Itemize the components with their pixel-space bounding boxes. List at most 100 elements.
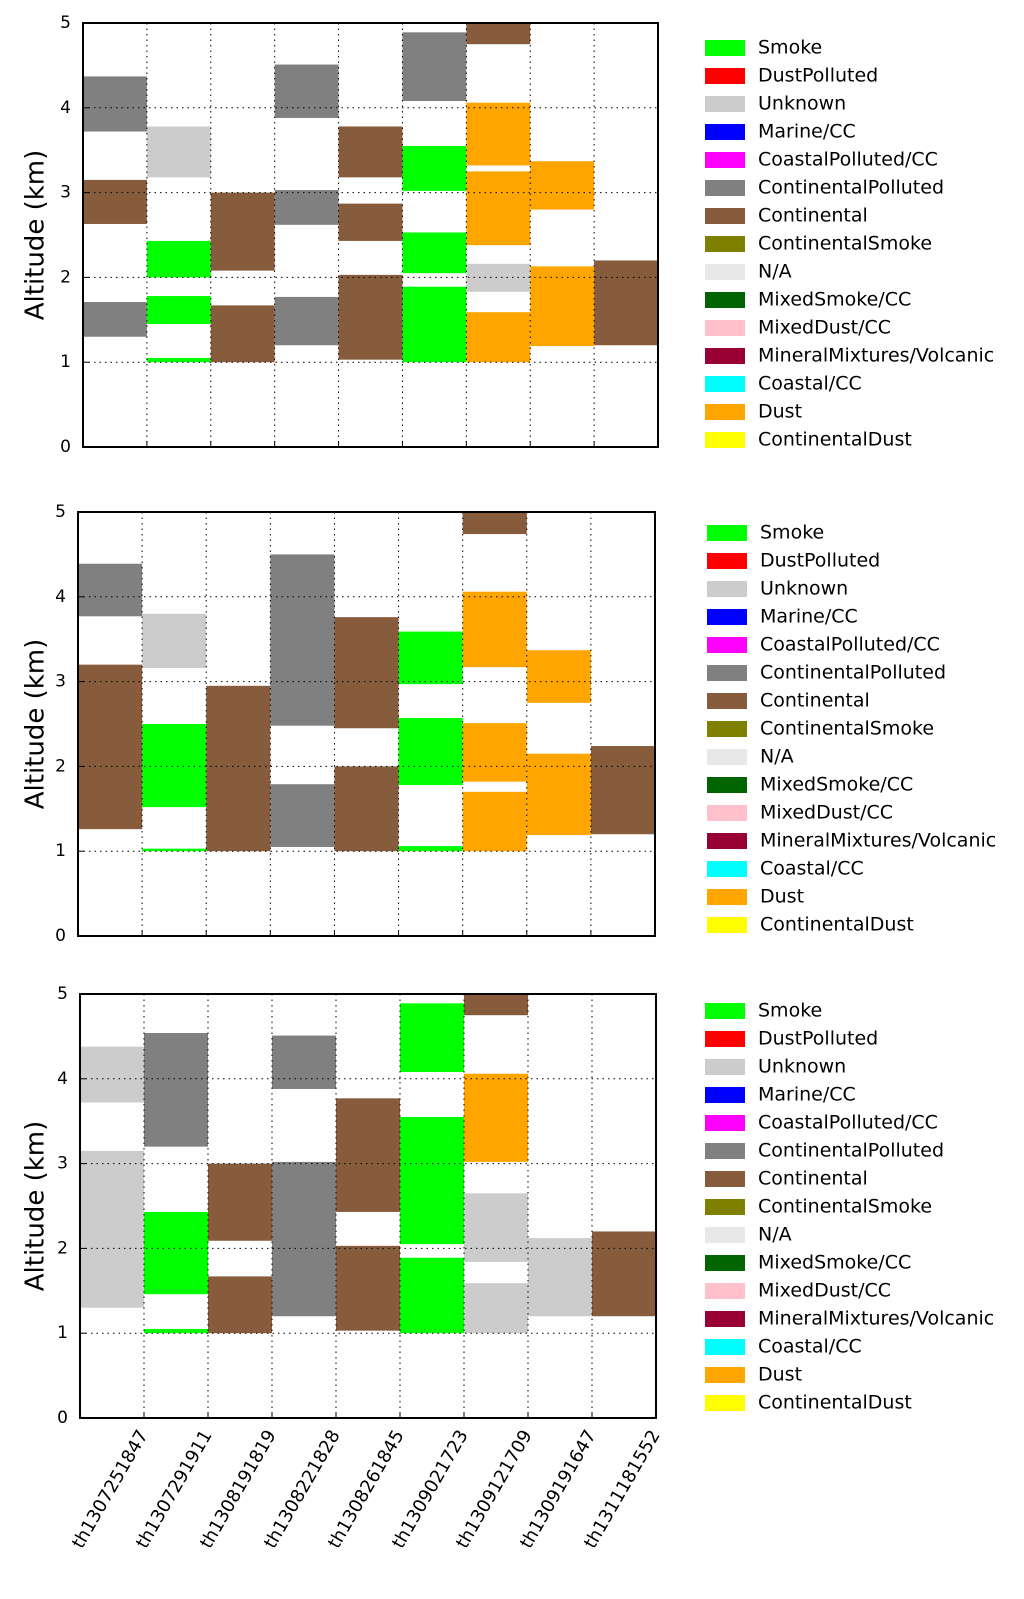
legend-swatch bbox=[707, 917, 747, 933]
layer-bar bbox=[400, 1003, 464, 1073]
layer-bar bbox=[146, 357, 211, 363]
y-tick-label: 0 bbox=[60, 437, 71, 457]
legend-label: ContinentalPolluted bbox=[758, 177, 944, 199]
legend-label: DustPolluted bbox=[758, 65, 878, 87]
legend-swatch bbox=[705, 40, 745, 56]
legend-swatch bbox=[707, 861, 747, 877]
legend-label: MixedDust/CC bbox=[760, 802, 893, 824]
layer-bar bbox=[146, 240, 211, 278]
legend-label: Dust bbox=[758, 1364, 802, 1386]
layer-bar bbox=[590, 746, 655, 835]
legend-swatch bbox=[705, 1395, 745, 1411]
legend-label: ContinentalDust bbox=[758, 429, 912, 451]
legend-label: Smoke bbox=[758, 1000, 822, 1022]
legend-swatch bbox=[705, 348, 745, 364]
legend-swatch bbox=[705, 376, 745, 392]
legend-swatch bbox=[705, 1003, 745, 1019]
legend-label: MixedSmoke/CC bbox=[760, 774, 913, 796]
layer-bar bbox=[466, 102, 531, 166]
y-tick-label: 2 bbox=[55, 756, 66, 776]
legend-swatch bbox=[705, 1199, 745, 1215]
legend-label: Dust bbox=[758, 401, 802, 423]
layer-bar bbox=[206, 685, 271, 852]
y-tick-label: 5 bbox=[57, 984, 68, 1004]
y-tick-label: 3 bbox=[55, 672, 66, 692]
legend-label: DustPolluted bbox=[760, 550, 880, 572]
legend-swatch bbox=[705, 1339, 745, 1355]
layer-bar bbox=[146, 296, 211, 325]
legend-swatch bbox=[705, 1087, 745, 1103]
layer-bar bbox=[526, 753, 591, 836]
layer-bar bbox=[272, 1035, 336, 1089]
y-tick-label: 2 bbox=[57, 1238, 68, 1258]
legend-swatch bbox=[705, 68, 745, 84]
layer-bar bbox=[402, 32, 467, 102]
legend-label: N/A bbox=[758, 1224, 792, 1246]
legend-label: MineralMixtures/Volcanic bbox=[758, 1308, 994, 1330]
layer-bar bbox=[338, 274, 403, 360]
layer-bar bbox=[398, 631, 463, 685]
legend-label: ContinentalDust bbox=[760, 914, 914, 936]
legend-label: DustPolluted bbox=[758, 1028, 878, 1050]
legend-swatch bbox=[705, 1367, 745, 1383]
legend-swatch bbox=[705, 292, 745, 308]
y-axis-label: Altitude (km) bbox=[21, 1121, 51, 1292]
legend-label: Unknown bbox=[758, 93, 846, 115]
legend-label: Coastal/CC bbox=[758, 373, 862, 395]
y-tick-label: 5 bbox=[55, 502, 66, 522]
layer-bar bbox=[142, 848, 207, 852]
y-tick-label: 4 bbox=[57, 1069, 68, 1089]
legend-swatch bbox=[707, 665, 747, 681]
layer-bar bbox=[466, 312, 531, 363]
layer-bar bbox=[144, 1328, 208, 1334]
layer-bar bbox=[83, 179, 147, 224]
legend-swatch bbox=[705, 124, 745, 140]
legend-label: Coastal/CC bbox=[760, 858, 864, 880]
y-tick-label: 4 bbox=[60, 98, 71, 118]
layer-bar bbox=[80, 1150, 144, 1308]
legend-label: N/A bbox=[760, 746, 794, 768]
layer-bar bbox=[336, 1245, 400, 1331]
legend-swatch bbox=[705, 1311, 745, 1327]
layer-bar bbox=[466, 171, 531, 246]
layer-bar bbox=[144, 1211, 208, 1295]
layer-bar bbox=[83, 76, 147, 132]
layer-bar bbox=[462, 591, 527, 668]
layer-bar bbox=[338, 126, 403, 178]
layer-bar bbox=[208, 1276, 272, 1334]
plot-frame bbox=[77, 511, 656, 937]
y-tick-label: 1 bbox=[60, 352, 71, 372]
layer-bar bbox=[142, 613, 207, 669]
layer-bar bbox=[594, 260, 658, 346]
legend-swatch bbox=[705, 1171, 745, 1187]
legend-swatch bbox=[705, 180, 745, 196]
legend-swatch bbox=[707, 609, 747, 625]
y-tick-label: 1 bbox=[57, 1323, 68, 1343]
legend-swatch bbox=[705, 96, 745, 112]
legend-label: Continental bbox=[758, 205, 868, 227]
legend-swatch bbox=[707, 833, 747, 849]
legend-swatch bbox=[705, 152, 745, 168]
legend-label: ContinentalPolluted bbox=[758, 1140, 944, 1162]
legend-swatch bbox=[707, 889, 747, 905]
layer-bar bbox=[592, 1231, 656, 1317]
layer-bar bbox=[274, 190, 339, 225]
legend-label: MineralMixtures/Volcanic bbox=[760, 830, 996, 852]
layer-bar bbox=[464, 1283, 528, 1334]
legend-swatch bbox=[705, 1143, 745, 1159]
legend-swatch bbox=[705, 208, 745, 224]
layer-bar bbox=[398, 718, 463, 786]
layer-bar bbox=[398, 846, 463, 852]
legend-label: CoastalPolluted/CC bbox=[758, 1112, 938, 1134]
legend-swatch bbox=[707, 525, 747, 541]
legend-label: ContinentalPolluted bbox=[760, 662, 946, 684]
legend-label: Coastal/CC bbox=[758, 1336, 862, 1358]
layer-bar bbox=[464, 1073, 528, 1162]
y-tick-label: 4 bbox=[55, 587, 66, 607]
legend-label: N/A bbox=[758, 261, 792, 283]
legend-label: Marine/CC bbox=[758, 1084, 856, 1106]
layer-bar bbox=[142, 724, 207, 808]
legend-label: Dust bbox=[760, 886, 804, 908]
layer-bar bbox=[208, 1163, 272, 1241]
layer-bar bbox=[462, 791, 527, 852]
